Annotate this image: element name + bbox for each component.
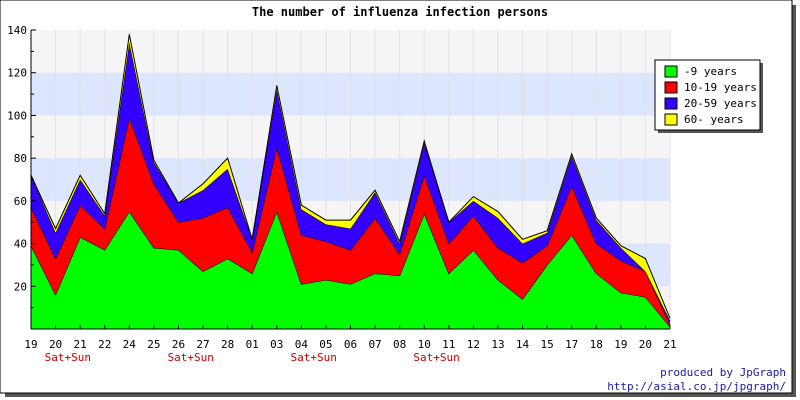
credit-line-1: produced by JpGraph <box>660 366 786 379</box>
legend-label: 60- years <box>684 113 744 126</box>
x-tick-label: 27 <box>196 338 209 351</box>
y-tick-label: 60 <box>14 195 27 208</box>
x-tick-label: 26 <box>172 338 185 351</box>
x-tick-label: 11 <box>442 338 455 351</box>
area-10-19-years <box>31 117 670 327</box>
y-tick-label: 40 <box>14 238 27 251</box>
x-tick-label: 15 <box>540 338 553 351</box>
y-tick-label: 120 <box>7 67 27 80</box>
x-tick-label: 20 <box>639 338 652 351</box>
x-tick-label: 25 <box>147 338 160 351</box>
legend-swatch <box>664 65 678 78</box>
y-tick-label: 80 <box>14 152 27 165</box>
x-tick-label: 28 <box>221 338 234 351</box>
x-tick-label: 20 <box>49 338 62 351</box>
legend-swatch <box>664 113 678 126</box>
x-tick-label: 19 <box>24 338 37 351</box>
x-tick-label: 08 <box>393 338 406 351</box>
y-tick-label: 100 <box>7 109 27 122</box>
weekend-label: Sat+Sun <box>45 351 91 364</box>
x-tick-label: 14 <box>516 338 530 351</box>
weekend-label: Sat+Sun <box>290 351 336 364</box>
x-tick-label: 22 <box>98 338 111 351</box>
legend-label: 10-19 years <box>684 81 757 94</box>
x-tick-label: 03 <box>270 338 283 351</box>
legend: -9 years 10-19 years 20-59 years 60- years <box>654 59 763 133</box>
x-tick-label: 24 <box>123 338 137 351</box>
axes: 20 40 60 80 100 120 140 19 20 21 22 24 25 26 27 28 01 03 0… <box>7 24 677 364</box>
x-tick-label: 21 <box>663 338 676 351</box>
x-tick-label: 04 <box>295 338 309 351</box>
x-tick-label: 19 <box>614 338 627 351</box>
x-tick-label: 06 <box>344 338 357 351</box>
legend-swatch <box>664 81 678 94</box>
x-tick-label: 10 <box>418 338 431 351</box>
legend-label: 20-59 years <box>684 97 757 110</box>
area-9-years <box>31 211 670 329</box>
chart-title: The number of influenza infection person… <box>252 5 548 19</box>
x-tick-label: 17 <box>565 338 578 351</box>
credit-line-2: http://asial.co.jp/jpgraph/ <box>607 380 786 393</box>
legend-label: -9 years <box>684 65 737 78</box>
area-outline <box>30 34 671 319</box>
x-tick-label: 12 <box>467 338 480 351</box>
area-20-59-years <box>31 42 670 325</box>
area-series <box>30 34 671 329</box>
x-tick-label: 05 <box>319 338 332 351</box>
x-tick-label: 18 <box>590 338 603 351</box>
x-tick-label: 07 <box>368 338 381 351</box>
x-tick-label: 13 <box>491 338 504 351</box>
x-tick-label: 21 <box>74 338 87 351</box>
weekend-label: Sat+Sun <box>168 351 214 364</box>
weekend-label: Sat+Sun <box>413 351 459 364</box>
legend-swatch <box>664 97 678 110</box>
y-tick-label: 20 <box>14 280 27 293</box>
x-tick-label: 01 <box>246 338 259 351</box>
y-tick-label: 140 <box>7 24 27 37</box>
